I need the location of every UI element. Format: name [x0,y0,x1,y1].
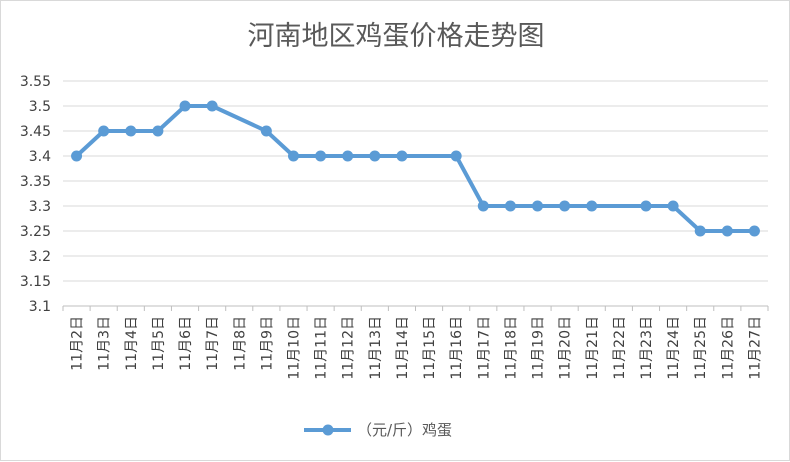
x-tick-label: 11月18日 [503,316,519,380]
legend-label: （元/斤）鸡蛋 [357,421,452,439]
x-axis-ticks: 11月2日 11月3日 11月4日 11月5日 11月6日 11月7日 11月8日 11月9日… [62,306,769,380]
x-tick-label: 11月27日 [747,316,763,380]
data-point [179,100,191,112]
data-point [640,200,652,212]
x-tick-label: 11月12日 [341,316,357,380]
y-tick-label: 3.4 [29,149,51,165]
x-tick-label: 11月24日 [666,316,682,380]
y-tick-label: 3.1 [29,299,51,315]
y-tick-label: 3.2 [29,249,51,265]
data-point [532,200,544,212]
y-tick-label: 3.5 [29,99,51,115]
x-tick-label: 11月8日 [232,316,248,371]
data-point [287,150,299,162]
x-tick-label: 11月5日 [151,316,167,371]
series-line [75,104,755,233]
data-point [667,200,679,212]
data-point [694,225,706,237]
x-tick-label: 11月26日 [720,316,736,380]
x-tick-label: 11月15日 [422,316,438,380]
data-point [260,125,272,137]
y-axis-ticks: 3.1 3.15 3.2 3.25 3.3 3.35 3.4 3.45 3.5 3.55 [20,74,51,315]
data-point [125,125,137,137]
data-point [477,200,489,212]
x-tick-label: 11月17日 [476,316,492,380]
legend-marker [322,424,334,436]
x-tick-label: 11月14日 [395,316,411,380]
x-tick-label: 11月3日 [97,316,113,371]
x-tick-label: 11月13日 [368,316,384,380]
x-tick-label: 11月2日 [70,316,86,371]
data-point [369,150,381,162]
data-point [71,150,83,162]
data-point [450,150,462,162]
x-tick-label: 11月11日 [314,316,330,380]
legend: （元/斤）鸡蛋 [304,421,452,439]
chart-title: 河南地区鸡蛋价格走势图 [248,21,545,52]
data-point [152,125,164,137]
data-point [396,150,408,162]
y-tick-label: 3.45 [20,124,51,140]
series-layer [71,100,760,237]
x-tick-label: 11月21日 [585,316,601,380]
x-tick-label: 11月19日 [531,316,547,380]
data-point [559,200,571,212]
x-tick-label: 11月7日 [205,316,221,371]
data-point [98,125,110,137]
data-point [315,150,327,162]
data-point [748,225,760,237]
y-tick-label: 3.3 [29,199,51,215]
x-tick-label: 11月16日 [449,316,465,380]
data-point [504,200,516,212]
data-point [586,200,598,212]
y-tick-label: 3.25 [20,224,51,240]
data-point [342,150,354,162]
x-tick-label: 11月20日 [558,316,574,380]
x-tick-label: 11月25日 [693,316,709,380]
y-tick-label: 3.55 [20,74,51,90]
x-tick-label: 11月6日 [178,316,194,371]
x-tick-label: 11月9日 [259,316,275,371]
x-tick-label: 11月23日 [639,316,655,380]
y-tick-label: 3.35 [20,174,51,190]
data-point [721,225,733,237]
x-tick-label: 11月10日 [286,316,302,380]
x-tick-label: 11月22日 [612,316,628,380]
gridlines [63,80,768,307]
x-tick-label: 11月4日 [124,316,140,371]
data-point [206,100,218,112]
y-tick-label: 3.15 [20,274,51,290]
